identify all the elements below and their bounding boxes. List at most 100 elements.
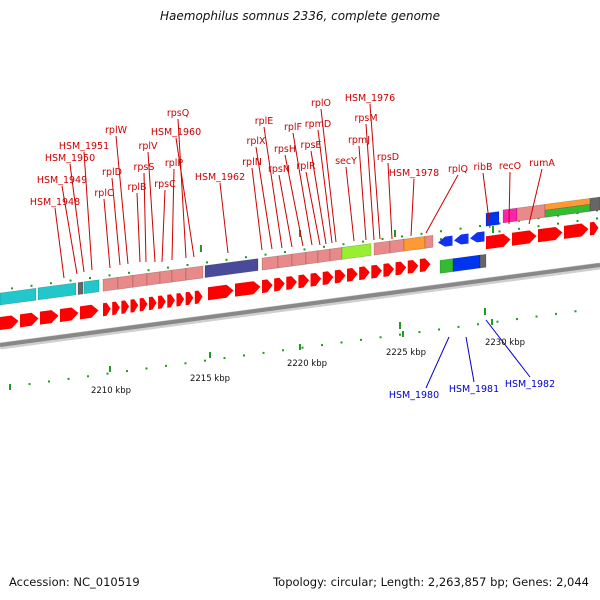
gene-label-upper: rplN (242, 157, 262, 168)
cds-arrow-b-4 (139, 297, 148, 312)
leader-upper (278, 174, 293, 248)
map-title: Haemophilus somnus 2336, complete genome (160, 9, 440, 23)
gene-block-6 (132, 273, 148, 288)
gene-label-upper: secY (335, 156, 357, 167)
gene-label-upper: rplW (105, 125, 128, 136)
gene-block-9 (171, 267, 187, 283)
cds-arrow-2 (40, 310, 59, 325)
gene-label-upper: HSM_1960 (151, 127, 201, 138)
cds-arrow-b-3 (130, 299, 139, 313)
gene-label-upper: rplP (165, 158, 184, 169)
label-leaders (54, 103, 543, 389)
gene-block-20 (389, 238, 405, 254)
gene-label-lower: HSM_1980 (389, 390, 439, 401)
cds-arrow-d-4 (310, 272, 322, 287)
gene-block-pink2 (516, 204, 546, 222)
leader-upper (410, 178, 415, 237)
gene-label-upper: HSM_1951 (59, 141, 109, 152)
cds-arrow-d-8 (359, 266, 370, 281)
cds-arrow-d-2 (286, 276, 297, 290)
backbone-line (0, 263, 600, 347)
cds-arrow-d-0 (262, 279, 273, 294)
gene-block-8 (159, 269, 173, 285)
feature-blocks (0, 196, 600, 306)
gene-label-upper: rplD (102, 167, 122, 178)
gene-label-upper: HSM_1948 (30, 197, 80, 208)
cds-arrow-b-1 (112, 301, 120, 316)
leader-upper (61, 185, 78, 275)
gene-label-upper: rplE (255, 116, 274, 127)
leader-upper (171, 168, 175, 261)
gene-label-upper: rplX (246, 136, 266, 147)
leader-lower (465, 336, 475, 383)
leader-upper (320, 108, 337, 243)
cds-arrow-blue-2 (470, 231, 485, 243)
leader-upper (136, 192, 141, 263)
gene-block-7 (146, 271, 161, 286)
gene-label-upper: rplQ (448, 164, 468, 175)
leader-lower (425, 336, 450, 389)
cds-arrow-d-7 (347, 268, 358, 282)
cds-arrow-b-2 (121, 300, 130, 314)
leader-upper (103, 198, 111, 269)
scale-labels: 2210 kbp 2215 kbp 2220 kbp 2225 kbp 2230 kbp (91, 338, 525, 396)
leader-upper (175, 137, 195, 258)
gene-block-5 (117, 274, 134, 290)
leader-upper (111, 177, 121, 266)
leader-upper (365, 123, 375, 241)
leader-upper (177, 118, 187, 259)
gene-label-upper: rpsQ (167, 108, 189, 119)
genome-stats: Topology: circular; Length: 2,263,857 bp… (273, 575, 589, 589)
cds-arrow-b-10 (194, 290, 203, 305)
cds-arrow-0 (0, 315, 19, 330)
gene-block-10 (185, 265, 204, 281)
leader-upper (69, 163, 85, 273)
gene-label-upper: recO (499, 161, 521, 172)
gene-block-17 (329, 247, 343, 262)
gene-label-upper: rplC (94, 188, 114, 199)
gene-block-4 (102, 276, 119, 292)
gene-label-upper: HSM_1962 (195, 172, 245, 183)
cds-arrows (0, 221, 599, 330)
gene-block-2 (77, 281, 84, 295)
gene-label-upper: HSM_1949 (37, 175, 87, 186)
gene-label-upper: HSM_1950 (45, 153, 95, 164)
cds-arrow-blue-0 (438, 235, 453, 247)
leader-upper (115, 135, 129, 265)
cds-arrow-b-7 (167, 294, 175, 308)
scale-label: 2220 kbp (287, 359, 327, 369)
gene-block-11 (204, 258, 259, 279)
leader-upper (508, 171, 511, 225)
scale-label: 2225 kbp (386, 348, 426, 358)
gene-block-0 (0, 287, 37, 306)
leader-upper (161, 189, 166, 263)
leader-upper (317, 129, 333, 244)
cds-arrow-e-1 (512, 230, 537, 246)
gene-label-upper: HSM_1976 (345, 93, 395, 104)
gene-block-12 (261, 255, 279, 271)
gene-block-18 (341, 243, 372, 260)
gene-label-upper: HSM_1978 (389, 168, 439, 179)
leader-upper (358, 145, 367, 241)
gene-label-upper: rpsH (274, 144, 296, 155)
leader-upper (284, 154, 304, 247)
gene-label-upper: rpmJ (348, 135, 370, 146)
cds-arrow-d-3 (298, 274, 310, 289)
genome-backbone (0, 262, 600, 350)
leader-upper (219, 182, 229, 254)
cds-arrow-b-5 (148, 296, 157, 311)
lower-block-blue (452, 254, 481, 272)
cds-arrow-1 (20, 312, 39, 328)
cds-arrow-b-6 (158, 295, 166, 309)
cds-arrow-b-0 (103, 302, 111, 317)
leader-upper (387, 162, 393, 240)
gene-block-13 (277, 253, 293, 269)
leader-upper (143, 172, 147, 263)
cds-arrow-c-1 (235, 281, 261, 297)
leader-upper (369, 103, 381, 240)
leader-upper (345, 166, 355, 242)
cds-arrow-b-9 (185, 291, 194, 306)
leader-upper (255, 146, 273, 250)
